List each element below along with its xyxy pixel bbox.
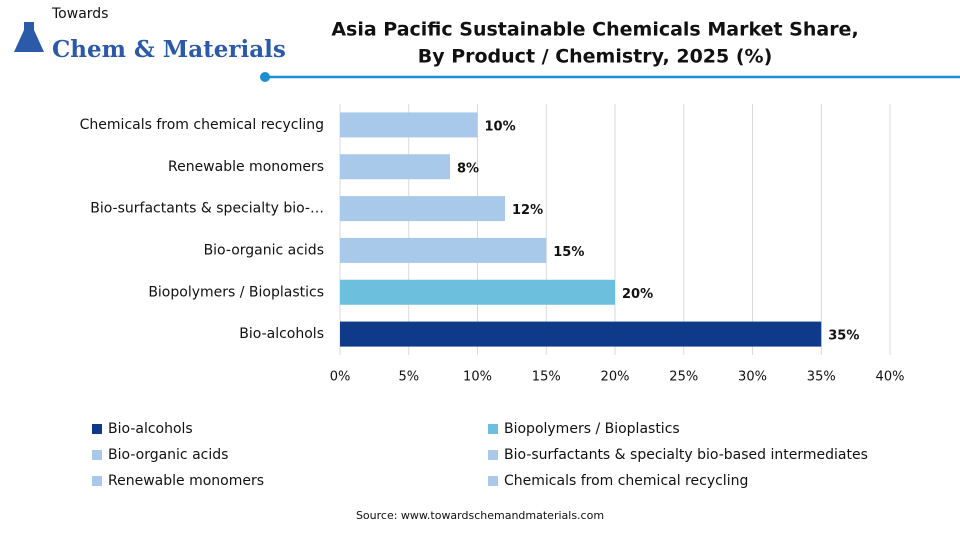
x-tick-label: 25%: [669, 370, 698, 385]
x-tick-label: 40%: [876, 370, 905, 385]
value-label: 35%: [828, 329, 859, 344]
legend-label: Bio-organic acids: [108, 447, 228, 463]
legend-label: Bio-alcohols: [108, 421, 193, 437]
value-label: 20%: [622, 287, 653, 302]
legend-label: Chemicals from chemical recycling: [504, 473, 748, 489]
y-tick-label: Bio-surfactants & specialty bio-…: [90, 201, 324, 217]
x-tick-label: 20%: [601, 370, 630, 385]
logo: Towards Chem & Materials: [14, 6, 286, 63]
legend-label: Bio-surfactants & specialty bio-based in…: [504, 447, 868, 463]
value-label: 10%: [485, 119, 516, 134]
logo-top: Towards: [51, 6, 108, 22]
x-tick-label: 15%: [532, 370, 561, 385]
bar: [340, 112, 478, 138]
value-label: 12%: [512, 203, 543, 218]
x-tick-label: 35%: [807, 370, 836, 385]
bar: [340, 279, 615, 305]
bar: [340, 196, 505, 222]
y-tick-label: Renewable monomers: [168, 159, 324, 175]
source: Source: www.towardschemandmaterials.com: [356, 509, 604, 522]
chart-title: Asia Pacific Sustainable Chemicals Marke…: [331, 19, 858, 41]
bar: [340, 237, 547, 263]
logo-icon: [14, 22, 44, 52]
value-label: 15%: [553, 245, 584, 260]
x-tick-label: 10%: [463, 370, 492, 385]
legend-label: Biopolymers / Bioplastics: [504, 421, 680, 437]
legend-swatch: [488, 450, 498, 460]
legend-swatch: [92, 424, 102, 434]
header-dot: [260, 72, 270, 82]
logo-main: Chem & Materials: [52, 36, 286, 63]
bar: [340, 154, 450, 180]
x-tick-label: 5%: [398, 370, 419, 385]
legend-swatch: [92, 450, 102, 460]
y-tick-label: Bio-alcohols: [239, 326, 324, 342]
x-tick-label: 30%: [738, 370, 767, 385]
value-label: 8%: [457, 161, 479, 176]
legend-swatch: [92, 476, 102, 486]
y-tick-label: Bio-organic acids: [204, 242, 324, 258]
y-tick-label: Biopolymers / Bioplastics: [148, 284, 324, 300]
bar: [340, 321, 822, 347]
x-tick-label: 0%: [330, 370, 351, 385]
legend-label: Renewable monomers: [108, 473, 264, 489]
y-tick-label: Chemicals from chemical recycling: [80, 117, 324, 133]
chart-title: By Product / Chemistry, 2025 (%): [418, 46, 773, 68]
legend-swatch: [488, 476, 498, 486]
legend-swatch: [488, 424, 498, 434]
